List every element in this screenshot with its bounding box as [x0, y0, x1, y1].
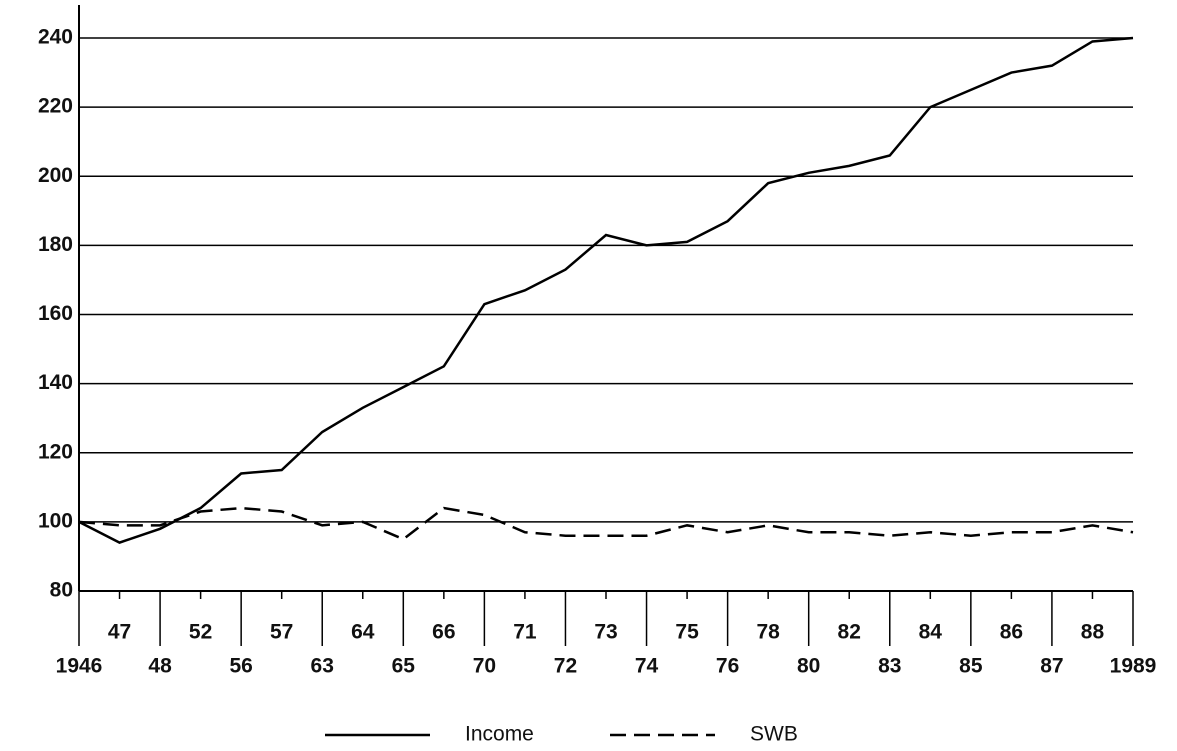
x-tick-label: 86	[1000, 621, 1023, 644]
x-tick-label: 87	[1040, 655, 1063, 678]
x-tick-label: 76	[716, 655, 739, 678]
series-line	[78, 506, 1134, 541]
x-tick-label: 71	[513, 621, 537, 644]
legend-label: SWB	[750, 723, 798, 746]
x-tick-label: 84	[919, 621, 943, 644]
y-tick-label: 220	[38, 95, 73, 118]
x-tick-label: 56	[229, 655, 252, 678]
x-tick-label: 1989	[1110, 655, 1157, 678]
x-tick-label: 57	[270, 621, 293, 644]
x-tick-label: 78	[756, 621, 780, 644]
y-tick-label: 140	[38, 371, 73, 394]
x-tick-label: 74	[635, 655, 659, 678]
y-tick-label: 120	[38, 440, 73, 463]
x-tick-label: 1946	[56, 655, 103, 678]
x-tick-label: 73	[594, 621, 617, 644]
x-tick-label: 88	[1081, 621, 1105, 644]
y-tick-label: 180	[38, 233, 73, 256]
y-tick-label: 80	[50, 579, 73, 602]
x-tick-label: 65	[392, 655, 416, 678]
y-tick-label: 200	[38, 164, 73, 187]
series-line	[78, 36, 1134, 544]
x-tick-label: 80	[797, 655, 820, 678]
x-tick-label: 72	[554, 655, 577, 678]
x-tick-label: 85	[959, 655, 983, 678]
x-tick-label: 48	[148, 655, 172, 678]
x-tick-label: 52	[189, 621, 212, 644]
x-tick-label: 63	[311, 655, 334, 678]
x-tick-label: 64	[351, 621, 375, 644]
x-tick-label: 75	[675, 621, 699, 644]
x-tick-label: 47	[108, 621, 131, 644]
legend-label: Income	[465, 723, 534, 746]
x-tick-label: 83	[878, 655, 901, 678]
y-tick-label: 160	[38, 302, 73, 325]
y-tick-label: 240	[38, 26, 73, 49]
x-tick-label: 70	[473, 655, 496, 678]
x-tick-label: 82	[838, 621, 861, 644]
y-tick-label: 100	[38, 509, 73, 532]
x-tick-label: 66	[432, 621, 455, 644]
